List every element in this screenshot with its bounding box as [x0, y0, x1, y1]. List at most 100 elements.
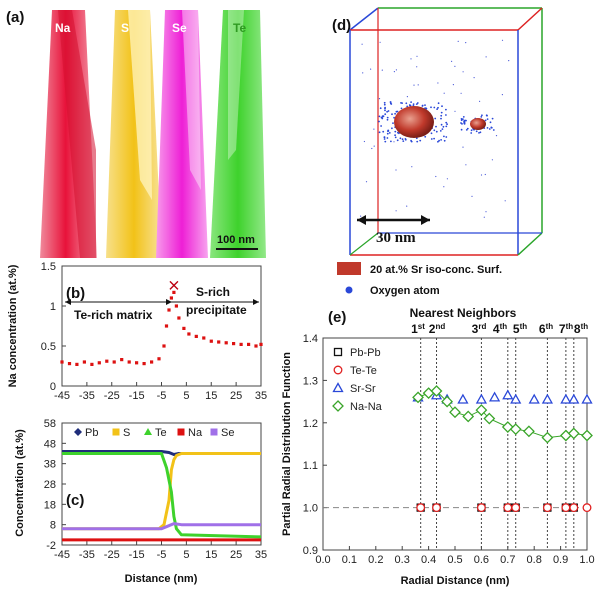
data-point-sr-sr	[568, 393, 580, 404]
oxygen-atom	[441, 105, 443, 108]
box-edge	[349, 7, 379, 31]
y-tick-label: 1	[50, 301, 56, 313]
oxygen-atom	[384, 113, 387, 116]
s-rich-band	[128, 10, 152, 200]
panel-c: (c) -2 8 18 28 38 48 58 -45 -35 -25 -15 -5 5 15 25 35 P…	[14, 418, 267, 585]
data-point-te-te	[561, 503, 571, 513]
s-rich-label-line2: precipitate	[186, 303, 247, 317]
x-tick-label: 35	[255, 390, 267, 402]
oxygen-atom	[384, 140, 387, 143]
data-point-na-na	[483, 412, 496, 425]
oxygen-atom	[501, 39, 504, 41]
oxygen-atom	[380, 125, 382, 127]
data-point-sr-sr	[541, 393, 554, 404]
na-data-point	[169, 296, 173, 300]
oxygen-atom	[443, 186, 445, 188]
peak-marker-icon	[169, 280, 179, 290]
x-tick-label: 15	[205, 390, 217, 402]
oxygen-atom	[394, 130, 397, 133]
oxygen-atom	[413, 84, 415, 86]
panel-e-xlabel: Radial Distance (nm)	[401, 575, 510, 587]
panel-e: (e) Nearest Neighbors 0.9 1.0 1.1 1.2 1.3 1.4…	[281, 306, 595, 587]
y-tick-label: 58	[44, 418, 56, 430]
oxygen-atom	[488, 128, 491, 130]
na-data-point	[202, 336, 206, 340]
legend-marker-te-te	[333, 365, 343, 375]
data-point-te-te	[542, 503, 552, 513]
te-rich-matrix-label: Te-rich matrix	[74, 308, 153, 322]
x-tick-label: -25	[104, 549, 120, 561]
oxygen-atom	[478, 132, 480, 134]
legend-marker-pb	[74, 428, 82, 436]
oxygen-atom	[362, 72, 364, 74]
oxygen-atom	[383, 138, 386, 140]
oxygen-atom	[433, 137, 435, 140]
x-tick-label: 35	[255, 549, 267, 561]
oxygen-atom	[435, 175, 437, 178]
x-tick-label: 0.1	[342, 554, 357, 566]
x-tick-label: 0.9	[553, 554, 568, 566]
oxygen-atom	[382, 130, 385, 133]
oxygen-atom	[361, 43, 363, 45]
oxygen-atom	[441, 128, 444, 131]
na-data-point	[105, 359, 109, 363]
na-data-point	[135, 361, 139, 365]
na-data-point	[167, 308, 171, 312]
neighbor-shell-label: 5th	[513, 322, 527, 336]
precipitate-large	[394, 106, 434, 138]
oxygen-atom	[401, 138, 404, 141]
oxygen-atom	[384, 109, 386, 112]
data-point-sr-sr	[528, 393, 540, 404]
oxygen-atom	[490, 126, 493, 129]
oxygen-atom	[471, 195, 473, 197]
panel-b-ylabel: Na concentration (at.%)	[7, 264, 19, 387]
na-rich-band	[58, 10, 96, 258]
oxygen-atom	[410, 140, 413, 143]
se-reconstruction	[156, 10, 208, 258]
panel-c-label: (c)	[66, 492, 84, 509]
y-tick-label: 0	[50, 381, 56, 393]
na-data-point	[60, 360, 64, 364]
oxygen-atom	[463, 122, 465, 124]
oxygen-atom	[462, 116, 465, 118]
oxygen-atom	[387, 110, 390, 112]
panel-c-ylabel: Concentration (at.%)	[14, 429, 26, 537]
oxygen-atom	[393, 116, 395, 119]
x-tick-label: -45	[54, 390, 70, 402]
oxygen-atom	[384, 106, 386, 109]
oxygen-atom	[440, 123, 443, 126]
oxygen-atom	[410, 101, 412, 103]
legend-label-te: Te	[155, 427, 167, 439]
data-point-na-na	[441, 395, 453, 408]
legend-marker-sr-sr	[332, 382, 344, 393]
te-depleted-band	[228, 10, 244, 160]
legend-label-pb-pb: Pb-Pb	[350, 347, 381, 359]
oxygen-atom	[445, 136, 448, 138]
oxygen-atom	[417, 84, 419, 86]
oxygen-atom	[378, 98, 381, 100]
te-reconstruction	[210, 10, 266, 258]
oxygen-atom	[462, 71, 464, 73]
data-point-sr-sr	[475, 393, 488, 404]
oxygen-atom	[378, 120, 380, 123]
oxygen-atom	[489, 121, 492, 124]
na-data-point	[194, 334, 198, 338]
iso-surface-legend-label: 20 at.% Sr iso-conc. Surf.	[370, 264, 502, 276]
oxygen-atom	[378, 115, 381, 118]
scale-arrow-right-icon	[421, 215, 430, 225]
precipitate-arrow-right-icon	[253, 299, 259, 305]
oxygen-atom	[401, 102, 403, 104]
oxygen-atom	[501, 94, 503, 96]
oxygen-atom	[466, 127, 469, 130]
oxygen-atom	[392, 122, 394, 124]
oxygen-atom	[481, 114, 483, 117]
oxygen-atom	[443, 135, 445, 138]
oxygen-atom	[479, 131, 482, 134]
na-data-point	[90, 362, 94, 366]
oxygen-atom	[390, 140, 392, 143]
oxygen-atom	[486, 127, 489, 129]
nearest-neighbors-title: Nearest Neighbors	[410, 306, 517, 320]
y-tick-label: 1.4	[303, 333, 318, 345]
oxygen-atom	[495, 135, 498, 137]
oxygen-atom	[383, 101, 386, 104]
